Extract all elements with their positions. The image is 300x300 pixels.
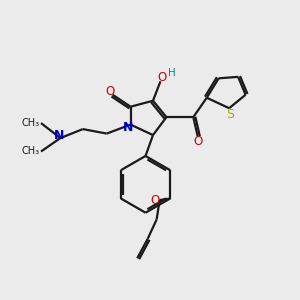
Text: CH₃: CH₃: [21, 118, 40, 128]
Text: O: O: [105, 85, 114, 98]
Text: S: S: [226, 108, 234, 121]
Text: N: N: [54, 129, 64, 142]
Text: H: H: [168, 68, 176, 78]
Text: CH₃: CH₃: [21, 146, 40, 157]
Text: N: N: [122, 121, 133, 134]
Text: O: O: [151, 194, 160, 206]
Text: O: O: [157, 71, 167, 84]
Text: O: O: [194, 135, 203, 148]
